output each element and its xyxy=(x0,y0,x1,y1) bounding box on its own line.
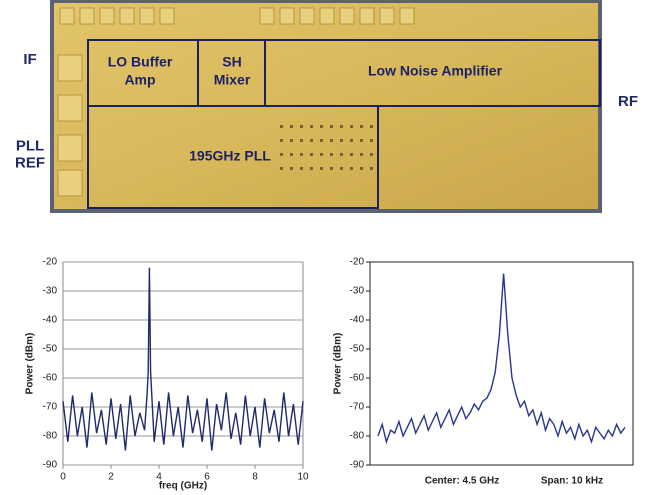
side-label: RF xyxy=(618,93,638,110)
y-tick-label: -60 xyxy=(350,373,365,384)
block-label: Amp xyxy=(124,72,155,88)
annotation: Center: 4.5 GHz xyxy=(425,476,499,487)
pad xyxy=(58,55,82,81)
y-tick-label: -40 xyxy=(43,315,58,326)
side-label: PLL xyxy=(16,137,44,154)
via xyxy=(310,153,313,156)
via xyxy=(370,167,373,170)
y-tick-label: -50 xyxy=(43,344,58,355)
via xyxy=(370,139,373,142)
via xyxy=(350,153,353,156)
pad xyxy=(100,8,114,24)
via xyxy=(330,167,333,170)
pad xyxy=(260,8,274,24)
via xyxy=(280,153,283,156)
via xyxy=(330,153,333,156)
y-tick-label: -20 xyxy=(43,257,58,268)
via xyxy=(360,167,363,170)
block-label: Low Noise Amplifier xyxy=(368,63,503,79)
y-tick-label: -90 xyxy=(350,460,365,471)
x-tick-label: 8 xyxy=(252,472,258,483)
via xyxy=(290,139,293,142)
via xyxy=(340,153,343,156)
via xyxy=(320,139,323,142)
y-tick-label: -50 xyxy=(350,344,365,355)
via xyxy=(320,167,323,170)
via xyxy=(360,153,363,156)
via xyxy=(290,153,293,156)
via xyxy=(300,153,303,156)
y-axis-label: Power (dBm) xyxy=(25,333,36,395)
via xyxy=(280,125,283,128)
y-tick-label: -40 xyxy=(350,315,365,326)
y-tick-label: -30 xyxy=(43,286,58,297)
via xyxy=(330,139,333,142)
via xyxy=(340,167,343,170)
via xyxy=(280,139,283,142)
pad xyxy=(320,8,334,24)
via xyxy=(320,125,323,128)
x-tick-label: 10 xyxy=(297,472,309,483)
via xyxy=(340,125,343,128)
via xyxy=(320,153,323,156)
pad xyxy=(380,8,394,24)
x-tick-label: 2 xyxy=(108,472,114,483)
y-tick-label: -90 xyxy=(43,460,58,471)
via xyxy=(370,125,373,128)
via xyxy=(340,139,343,142)
y-axis-label: Power (dBm) xyxy=(333,333,344,395)
via xyxy=(360,125,363,128)
block-label: Mixer xyxy=(214,72,251,88)
figure: LO Buffer Amp SH Mixer Low Noise Amplifier 19… xyxy=(0,0,655,495)
pad xyxy=(140,8,154,24)
annotation: Span: 10 kHz xyxy=(541,476,603,487)
pad xyxy=(58,95,82,121)
pad xyxy=(120,8,134,24)
via xyxy=(330,125,333,128)
pad xyxy=(300,8,314,24)
block-label: 195GHz PLL xyxy=(189,148,271,164)
y-tick-label: -80 xyxy=(43,431,58,442)
pad xyxy=(160,8,174,24)
via xyxy=(300,125,303,128)
x-axis-label: freq (GHz) xyxy=(159,481,207,492)
via xyxy=(350,125,353,128)
y-tick-label: -70 xyxy=(43,402,58,413)
via xyxy=(350,139,353,142)
via xyxy=(310,125,313,128)
pad xyxy=(80,8,94,24)
y-tick-label: -60 xyxy=(43,373,58,384)
side-label: IF xyxy=(23,51,36,68)
pad xyxy=(340,8,354,24)
side-label: REF xyxy=(15,154,45,171)
y-tick-label: -20 xyxy=(350,257,365,268)
block-label: SH xyxy=(222,54,241,70)
y-tick-label: -30 xyxy=(350,286,365,297)
pad xyxy=(400,8,414,24)
y-tick-label: -80 xyxy=(350,431,365,442)
via xyxy=(310,139,313,142)
pad xyxy=(360,8,374,24)
pad xyxy=(58,135,82,161)
pad xyxy=(60,8,74,24)
via xyxy=(370,153,373,156)
via xyxy=(350,167,353,170)
y-tick-label: -70 xyxy=(350,402,365,413)
pad xyxy=(280,8,294,24)
via xyxy=(300,139,303,142)
block-label: LO Buffer xyxy=(108,54,173,70)
via xyxy=(280,167,283,170)
plot-area xyxy=(63,262,303,465)
x-tick-label: 0 xyxy=(60,472,66,483)
page: {"die_photo": { "side_labels": [["IF"], … xyxy=(0,0,655,495)
via xyxy=(290,125,293,128)
pad xyxy=(58,170,82,196)
via xyxy=(300,167,303,170)
via xyxy=(360,139,363,142)
via xyxy=(290,167,293,170)
via xyxy=(310,167,313,170)
